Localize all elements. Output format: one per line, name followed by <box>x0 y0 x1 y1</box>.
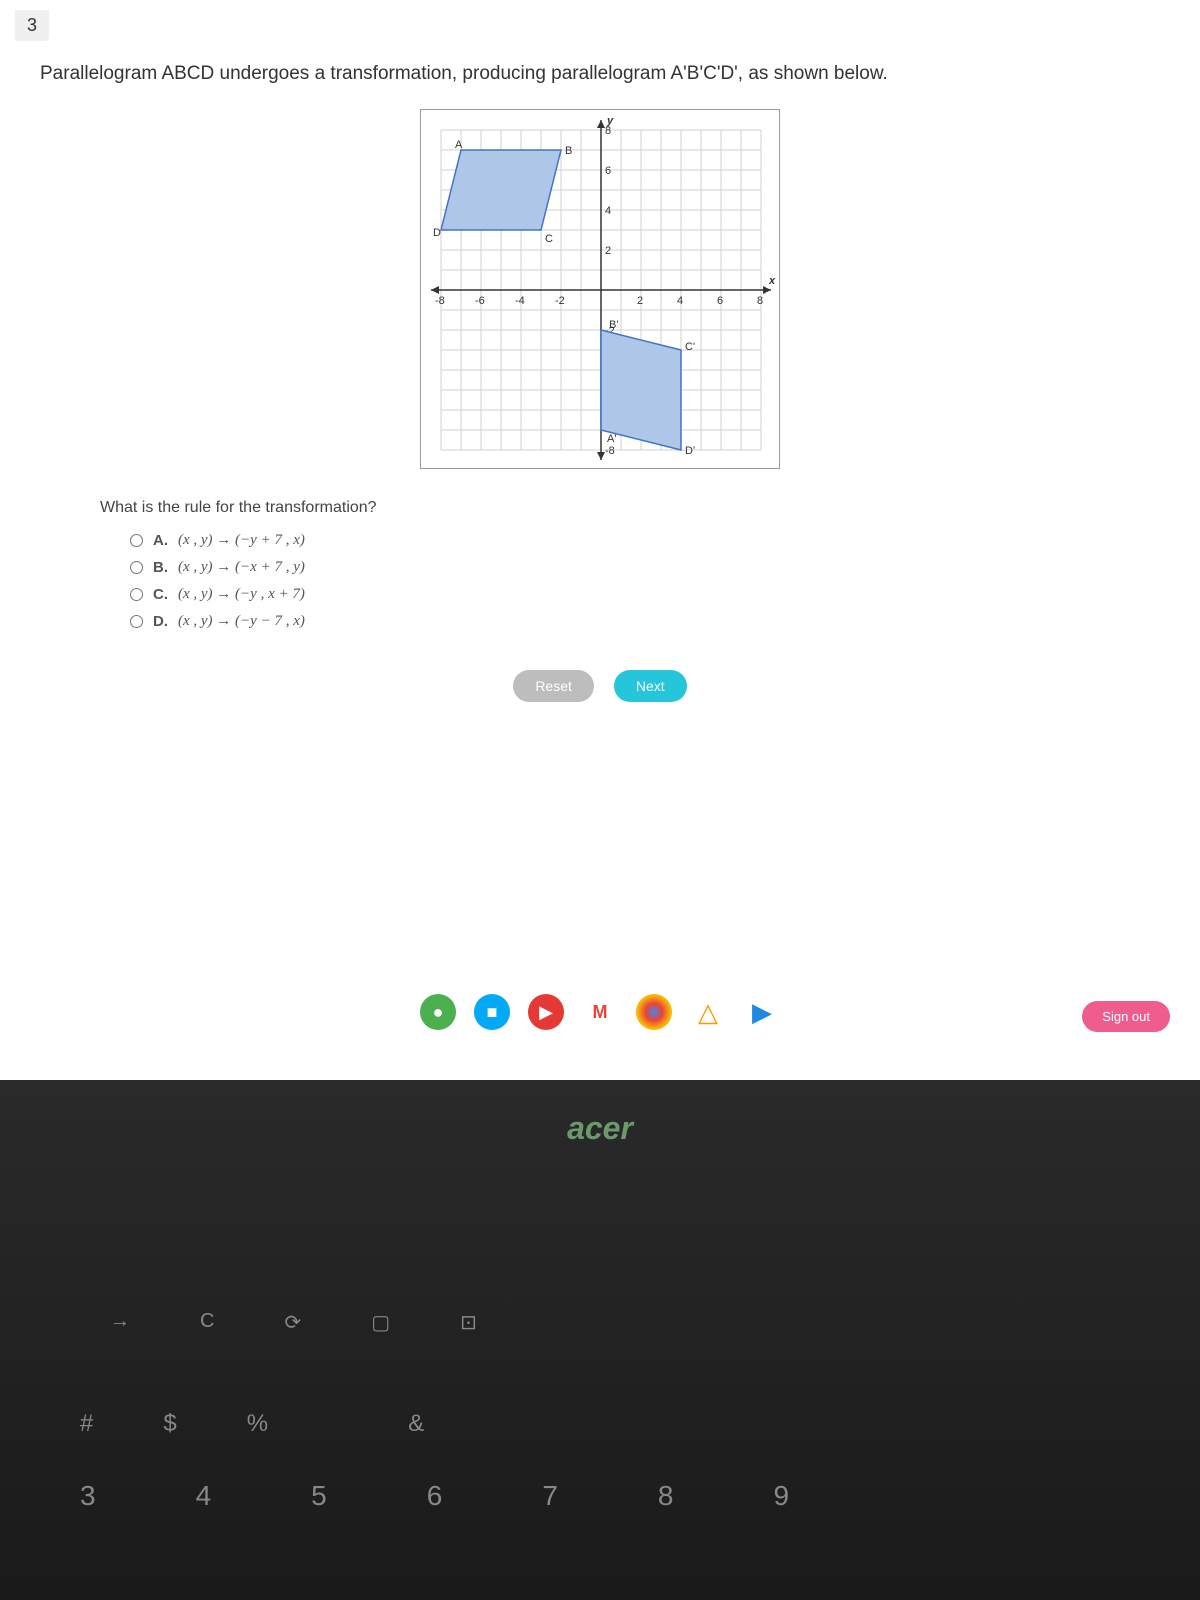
svg-text:A: A <box>455 139 463 151</box>
svg-text:-8: -8 <box>605 445 615 457</box>
question-text: Parallelogram ABCD undergoes a transform… <box>40 60 1160 89</box>
svg-text:4: 4 <box>605 205 611 217</box>
radio-a[interactable] <box>130 534 143 547</box>
svg-text:C': C' <box>685 341 695 353</box>
svg-text:-4: -4 <box>515 295 525 307</box>
radio-b[interactable] <box>130 561 143 574</box>
chrome-icon[interactable] <box>636 994 672 1030</box>
keyboard-area: acer →C⟳▢⊡ #$%& 3456789 <box>0 1080 1200 1600</box>
option-a[interactable]: A. (x , y) → (−y + 7 , x) <box>130 532 1160 549</box>
page-number: 3 <box>15 10 49 41</box>
option-a-text: (x , y) → (−y + 7 , x) <box>178 532 305 549</box>
svg-text:-8: -8 <box>435 295 445 307</box>
option-c-text: (x , y) → (−y , x + 7) <box>178 586 305 603</box>
svg-text:-6: -6 <box>475 295 485 307</box>
sub-question: What is the rule for the transformation? <box>100 499 1160 517</box>
youtube-icon[interactable]: ▶ <box>528 994 564 1030</box>
svg-text:-2: -2 <box>555 295 565 307</box>
svg-text:2: 2 <box>605 245 611 257</box>
svg-text:4: 4 <box>677 295 683 307</box>
coordinate-graph: y x 8 6 4 2 -2 -4 -6 -8 -8 -6 -4 -2 2 4 … <box>420 109 780 469</box>
acer-logo: acer <box>567 1110 633 1147</box>
shape-abcd-prime <box>601 330 681 450</box>
drive-icon[interactable]: △ <box>690 994 726 1030</box>
svg-text:8: 8 <box>605 125 611 137</box>
shape-abcd <box>441 150 561 230</box>
x-axis-label: x <box>768 275 776 287</box>
svg-text:C: C <box>545 233 553 245</box>
key-row-3: 3456789 <box>80 1480 789 1512</box>
radio-d[interactable] <box>130 615 143 628</box>
key-row-2: #$%& <box>80 1410 424 1438</box>
svg-text:B': B' <box>609 319 618 331</box>
svg-text:B: B <box>565 145 572 157</box>
svg-text:6: 6 <box>605 165 611 177</box>
next-button[interactable]: Next <box>614 670 687 702</box>
option-d[interactable]: D. (x , y) → (−y − 7 , x) <box>130 613 1160 630</box>
options-list: A. (x , y) → (−y + 7 , x) B. (x , y) → (… <box>130 532 1160 630</box>
svg-text:6: 6 <box>717 295 723 307</box>
option-c[interactable]: C. (x , y) → (−y , x + 7) <box>130 586 1160 603</box>
option-d-text: (x , y) → (−y − 7 , x) <box>178 613 305 630</box>
question-area: Parallelogram ABCD undergoes a transform… <box>0 0 1200 722</box>
option-b-text: (x , y) → (−x + 7 , y) <box>178 559 305 576</box>
app-icon-2[interactable]: ■ <box>474 994 510 1030</box>
option-b[interactable]: B. (x , y) → (−x + 7 , y) <box>130 559 1160 576</box>
signout-button[interactable]: Sign out <box>1082 1001 1170 1032</box>
svg-text:2: 2 <box>637 295 643 307</box>
radio-c[interactable] <box>130 588 143 601</box>
app-icon-1[interactable]: ● <box>420 994 456 1030</box>
button-row: Reset Next <box>40 670 1160 702</box>
svg-text:8: 8 <box>757 295 763 307</box>
svg-text:D: D <box>433 227 441 239</box>
svg-text:D': D' <box>685 445 695 457</box>
reset-button[interactable]: Reset <box>513 670 594 702</box>
play-icon[interactable]: ▶ <box>744 994 780 1030</box>
taskbar: ● ■ ▶ M △ ▶ <box>0 984 1200 1040</box>
svg-text:A': A' <box>607 433 616 445</box>
key-row-1: →C⟳▢⊡ <box>110 1310 477 1335</box>
graph-container: y x 8 6 4 2 -2 -4 -6 -8 -8 -6 -4 -2 2 4 … <box>40 109 1160 469</box>
gmail-icon[interactable]: M <box>582 994 618 1030</box>
